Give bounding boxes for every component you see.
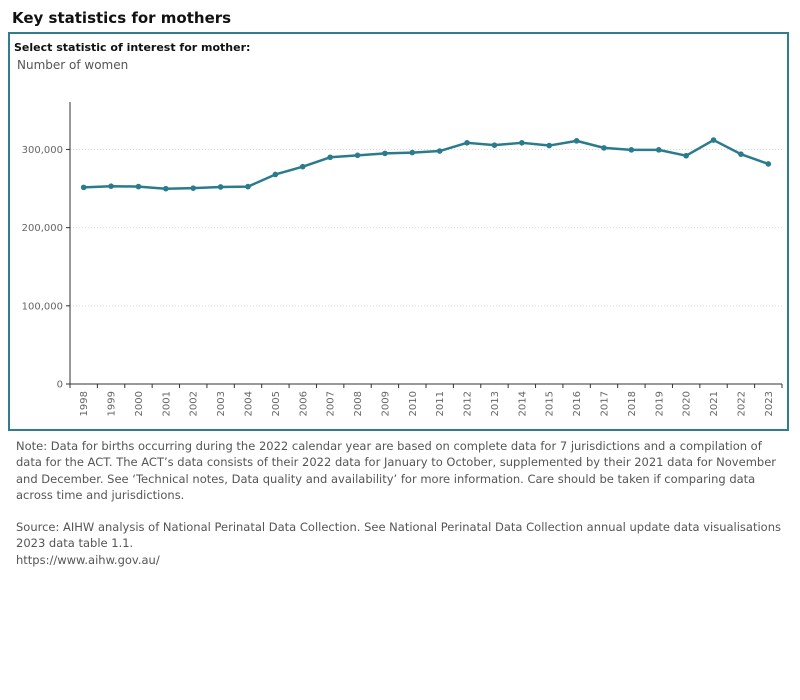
data-point	[491, 142, 498, 148]
y-tick-label: 100,000	[22, 301, 63, 312]
data-point	[765, 161, 772, 167]
data-point	[655, 147, 662, 153]
y-tick-label: 200,000	[22, 223, 63, 234]
x-tick-label: 2009	[380, 391, 391, 416]
x-tick-label: 2007	[326, 391, 337, 416]
y-tick-labels: 0 100,000 200,000 300,000	[22, 145, 63, 391]
x-tick-label: 2010	[408, 391, 419, 416]
x-tick-label: 1998	[79, 391, 90, 416]
notes-section: Note: Data for births occurring during t…	[16, 438, 786, 568]
line-chart: 0 100,000 200,000 300,000 1998 1999 2000 2001 2…	[22, 102, 783, 416]
data-point	[546, 142, 553, 149]
x-tick-label: 2001	[161, 391, 172, 416]
data-point	[464, 140, 470, 146]
statistic-selector-label: Select statistic of interest for mother:	[14, 41, 251, 54]
x-tick-label: 2021	[709, 391, 720, 416]
data-point	[601, 145, 607, 151]
x-tick-label: 2002	[189, 391, 200, 416]
x-tick-label: 2015	[545, 391, 556, 416]
data-point	[135, 183, 142, 190]
y-tick-label: 0	[57, 380, 63, 391]
data-point	[190, 185, 197, 191]
data-point	[738, 151, 744, 157]
data-point	[217, 184, 224, 190]
y-tick-label: 300,000	[22, 145, 63, 156]
data-series	[80, 137, 772, 192]
data-point	[108, 183, 114, 189]
data-point	[710, 137, 717, 143]
data-point	[299, 163, 306, 170]
x-tick-label: 2005	[271, 391, 282, 416]
source-url[interactable]: https://www.aihw.gov.au/	[16, 552, 160, 567]
x-tick-label: 2020	[682, 391, 693, 416]
data-point	[272, 171, 279, 178]
series-line	[83, 138, 769, 190]
x-tick-label: 2000	[134, 391, 145, 416]
data-point	[382, 150, 388, 157]
data-note: Note: Data for births occurring during t…	[16, 439, 776, 502]
axes	[66, 102, 783, 388]
gridlines	[70, 148, 782, 307]
data-point	[436, 148, 443, 154]
x-tick-label: 2013	[490, 391, 501, 416]
data-point	[163, 185, 169, 192]
data-point	[573, 138, 580, 144]
data-point	[354, 152, 361, 159]
data-point	[245, 183, 251, 190]
x-tick-label: 2022	[736, 391, 747, 416]
x-tick-labels: 1998 1999 2000 2001 2002 2003 2004 2005 2006 2007…	[79, 391, 775, 416]
x-tick-label: 2008	[353, 391, 364, 416]
x-tick-label: 2006	[298, 391, 309, 416]
x-tick-label: 2014	[517, 391, 528, 416]
x-tick-label: 2003	[216, 391, 227, 416]
x-tick-label: 2016	[572, 391, 583, 416]
page-title: Key statistics for mothers	[12, 9, 232, 27]
x-tick-label: 2004	[244, 391, 255, 416]
data-point	[683, 152, 689, 159]
data-point	[80, 184, 87, 191]
statistic-selector-value[interactable]: Number of women	[17, 58, 129, 72]
data-point	[628, 147, 635, 153]
x-tick-label: 2012	[463, 391, 474, 416]
x-tick-label: 1999	[107, 391, 118, 416]
chart-frame: Select statistic of interest for mother:…	[8, 32, 789, 431]
data-point	[327, 154, 333, 161]
x-tick-label: 2018	[627, 391, 638, 416]
x-tick-label: 2023	[764, 391, 775, 416]
x-tick-label: 2011	[435, 391, 446, 416]
data-point	[519, 140, 525, 146]
x-tick-label: 2017	[600, 391, 611, 416]
x-tick-label: 2019	[654, 391, 665, 416]
source-note: Source: AIHW analysis of National Perina…	[16, 520, 781, 551]
data-point	[409, 149, 416, 156]
